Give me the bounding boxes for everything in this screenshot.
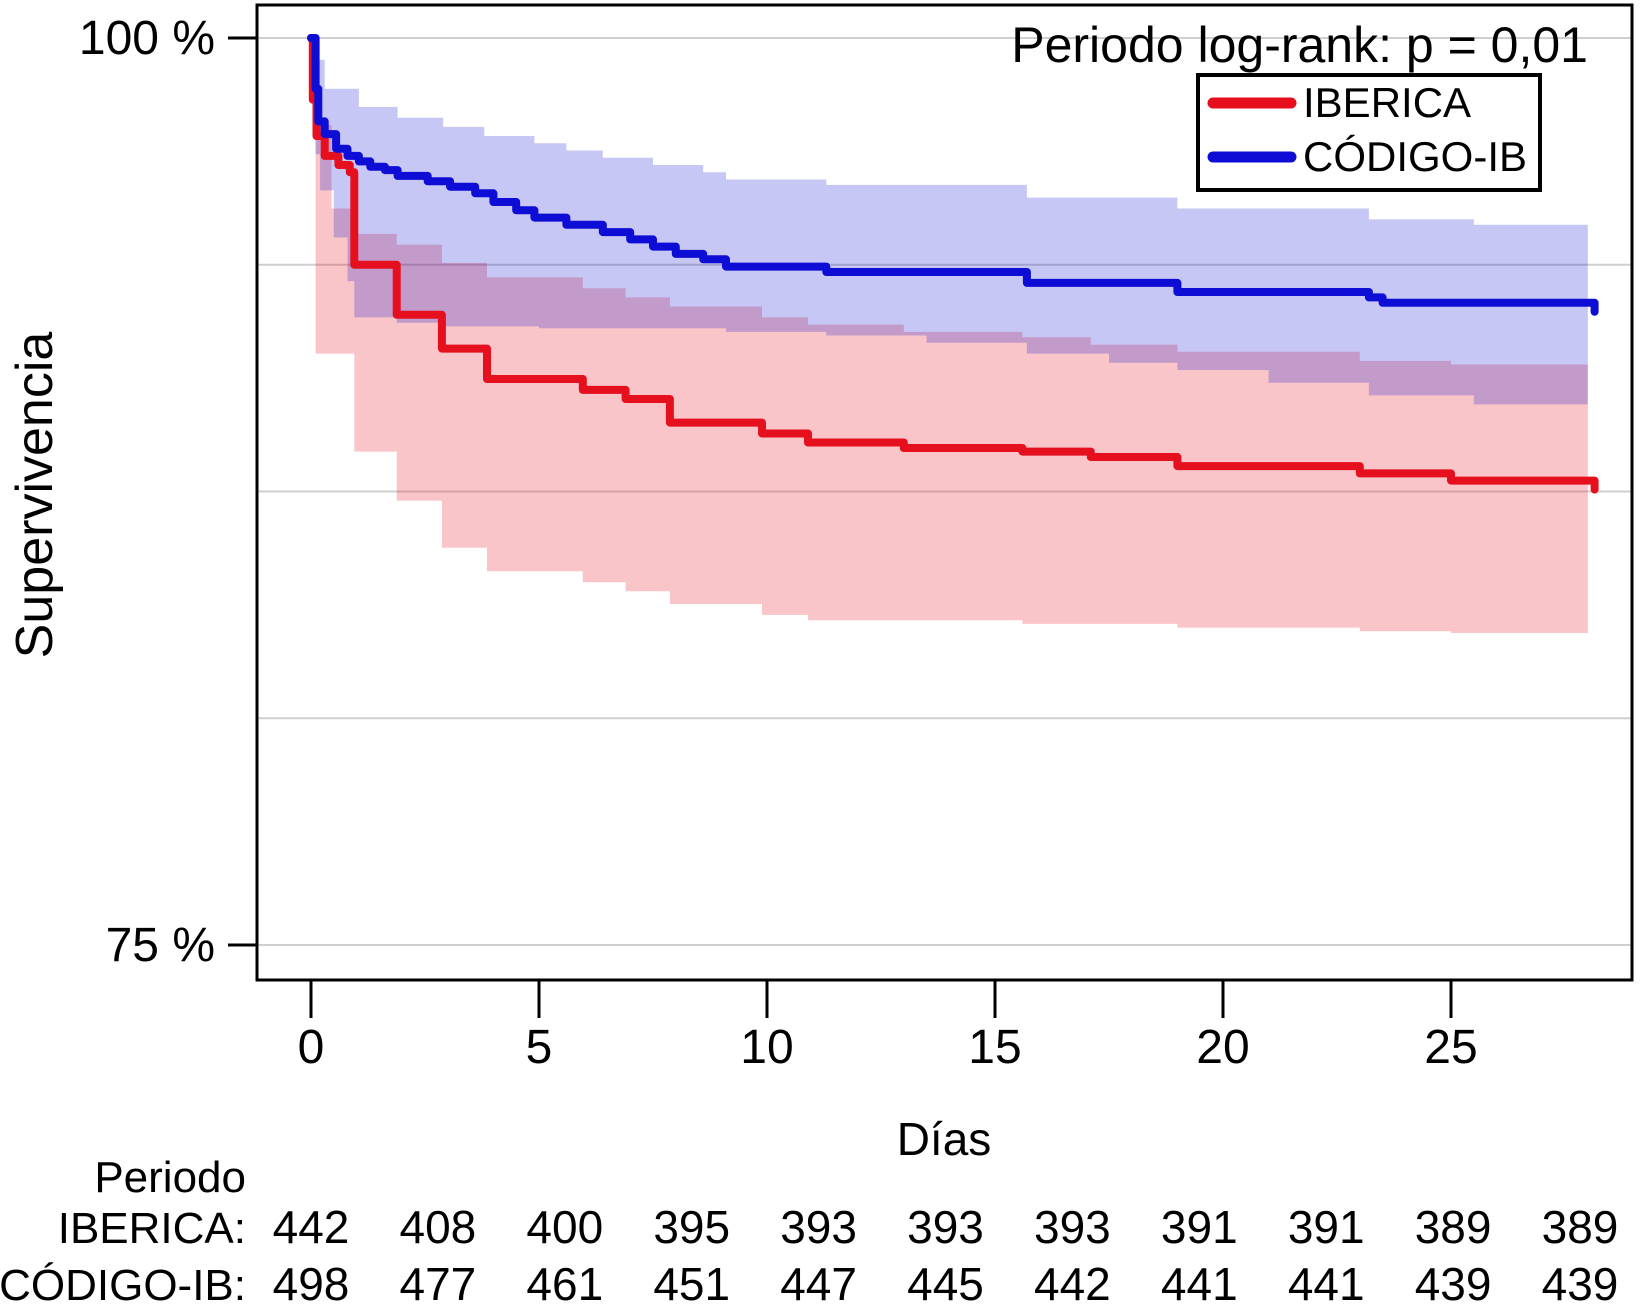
y-tick-label: 100 % — [79, 12, 215, 65]
legend-box — [1196, 73, 1542, 192]
annotations: Periodo log-rank: p = 0,01 — [1011, 17, 1588, 73]
risk-count: 391 — [1161, 1201, 1238, 1253]
risk-count: 447 — [780, 1258, 857, 1310]
legend-label: IBERICA — [1303, 79, 1471, 126]
risk-count: 442 — [1034, 1258, 1111, 1310]
risk-count: 442 — [273, 1201, 350, 1253]
risk-count: 439 — [1542, 1258, 1619, 1310]
risk-count: 439 — [1415, 1258, 1492, 1310]
x-axis-label: Días — [897, 1113, 992, 1165]
x-tick-label: 20 — [1196, 1021, 1249, 1074]
risk-count: 445 — [907, 1258, 984, 1310]
y-axis-label: Supervivencia — [6, 332, 64, 659]
risk-count: 441 — [1161, 1258, 1238, 1310]
logrank-annotation: Periodo log-rank: p = 0,01 — [1011, 17, 1588, 73]
risk-count: 498 — [273, 1258, 350, 1310]
ci-band-iberica — [311, 38, 1588, 633]
risk-count: 389 — [1415, 1201, 1492, 1253]
x-tick-label: 0 — [298, 1021, 325, 1074]
risk-count: 477 — [400, 1258, 477, 1310]
risk-count: 408 — [400, 1201, 477, 1253]
legend: IBERICA CÓDIGO-IB — [1196, 73, 1542, 192]
plot-border — [255, 3, 1634, 982]
axes: 100 % 75 % 0 5 10 15 20 25 Supervivencia Días — [6, 3, 1634, 1165]
risk-row-label: CÓDIGO-IB: — [0, 1261, 246, 1310]
risk-count: 393 — [907, 1201, 984, 1253]
curve-código-ib — [307, 34, 1599, 316]
risk-count: 393 — [780, 1201, 857, 1253]
risk-count: 441 — [1288, 1258, 1365, 1310]
x-tick-label: 10 — [740, 1021, 793, 1074]
y-tick-label: 75 % — [106, 919, 215, 972]
x-tick-label: 15 — [968, 1021, 1021, 1074]
risk-count: 393 — [1034, 1201, 1111, 1253]
legend-label: CÓDIGO-IB — [1303, 133, 1527, 180]
risk-table-header: Periodo — [94, 1153, 246, 1202]
risk-count: 391 — [1288, 1201, 1365, 1253]
risk-row-label: IBERICA: — [58, 1204, 246, 1253]
risk-count: 451 — [653, 1258, 730, 1310]
risk-count: 461 — [526, 1258, 603, 1310]
gridlines — [258, 37, 1631, 946]
risk-count: 389 — [1542, 1201, 1619, 1253]
x-tick-label: 5 — [526, 1021, 553, 1074]
risk-count: 395 — [653, 1201, 730, 1253]
curve-iberica — [307, 34, 1599, 494]
confidence-bands — [311, 38, 1588, 633]
survival-curves — [307, 34, 1599, 494]
risk-count: 400 — [526, 1201, 603, 1253]
ci-band-código-ib — [311, 38, 1588, 405]
x-tick-label: 25 — [1424, 1021, 1477, 1074]
